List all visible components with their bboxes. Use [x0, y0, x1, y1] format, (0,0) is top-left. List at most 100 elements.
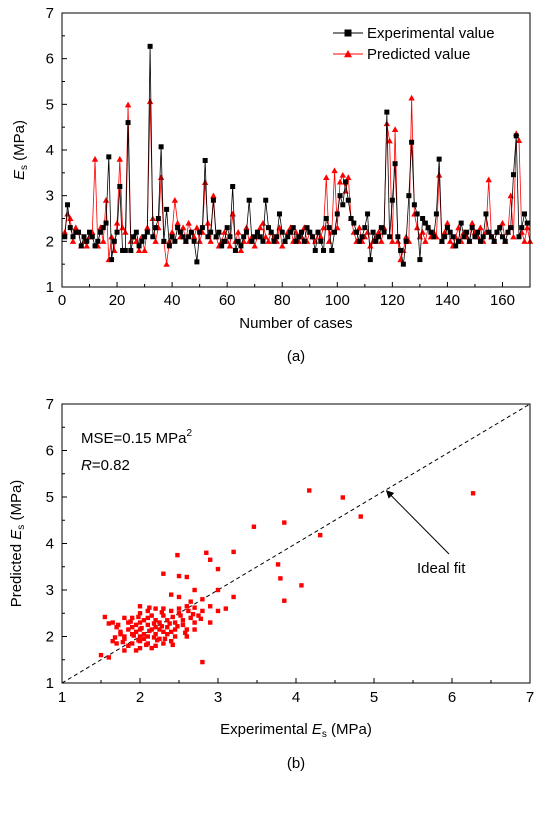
experimental-point [191, 238, 197, 244]
scatter-point [145, 615, 150, 621]
experimental-point [494, 229, 500, 235]
experimental-point [384, 109, 390, 115]
experimental-point [373, 238, 379, 244]
y-tick-label: 1 [46, 279, 54, 296]
experimental-point [279, 229, 285, 235]
predicted-point [265, 238, 272, 244]
predicted-point [108, 233, 115, 240]
y-tick-label: 1 [46, 675, 54, 692]
chart-a-y-axis-unit: (MPa) [11, 120, 28, 165]
experimental-point [144, 229, 150, 235]
predicted-point [394, 238, 402, 244]
experimental-point [488, 234, 494, 240]
predicted-point [133, 238, 140, 244]
x-tick-label: 7 [526, 689, 534, 706]
scatter-point [317, 532, 323, 538]
experimental-point [442, 234, 448, 240]
scatter-point [184, 627, 189, 632]
predicted-point [441, 229, 448, 235]
experimental-point [221, 238, 227, 244]
chart-b-x-axis-unit: (MPa) [327, 721, 372, 738]
scatter-point [169, 638, 174, 644]
scatter-point [153, 618, 158, 623]
experimental-point [155, 216, 161, 221]
experimental-point [420, 216, 426, 221]
experimental-point [282, 238, 288, 244]
predicted-point [152, 238, 159, 244]
scatter-point [178, 613, 183, 618]
experimental-point [343, 179, 349, 185]
x-tick-label: 4 [292, 689, 300, 706]
experimental-point [92, 243, 98, 249]
scatter-point [153, 625, 158, 630]
x-tick-label: 5 [370, 689, 378, 706]
experimental-point [169, 234, 175, 240]
experimental-point [271, 238, 277, 244]
predicted-point [190, 233, 198, 240]
predicted-point [378, 238, 385, 244]
scatter-point [175, 552, 180, 558]
predicted-point [196, 238, 203, 244]
scatter-point [122, 634, 127, 639]
experimental-point [502, 238, 508, 244]
predicted-point [111, 247, 118, 254]
experimental-point [106, 154, 112, 160]
experimental-point [387, 234, 393, 240]
predicted-point [397, 256, 404, 263]
experimental-point [268, 229, 274, 235]
experimental-point [241, 234, 247, 240]
scatter-point [184, 604, 189, 609]
predicted-point [100, 238, 107, 244]
experimental-point [513, 133, 519, 139]
scatter-point [159, 624, 165, 629]
experimental-point [304, 225, 310, 231]
scatter-point [172, 620, 178, 625]
y-tick-label: 6 [46, 51, 54, 68]
experimental-point [100, 225, 106, 231]
experimental-point [409, 139, 415, 145]
experimental-point [139, 238, 145, 244]
scatter-point [176, 594, 182, 600]
experimental-point [348, 216, 354, 221]
mse-text: MSE=0.15 MPa [81, 430, 187, 447]
experimental-point [252, 234, 258, 240]
predicted-point [515, 137, 523, 143]
experimental-point [166, 243, 172, 249]
scatter-point [98, 652, 104, 658]
predicted-point [174, 219, 181, 226]
scatter-point [161, 629, 166, 635]
experimental-point [274, 234, 280, 240]
experimental-point [400, 261, 406, 267]
scatter-point [184, 634, 189, 639]
scatter-point [470, 491, 476, 496]
scatter-point [133, 648, 139, 653]
scatter-point [115, 622, 121, 628]
scatter-point [120, 639, 126, 645]
scatter-point [172, 627, 178, 632]
experimental-point [334, 211, 340, 217]
experimental-point [403, 238, 409, 244]
y-tick-label: 3 [46, 582, 54, 599]
scatter-point [175, 624, 180, 629]
experimental-point [428, 229, 434, 235]
scatter-point [170, 614, 175, 620]
experimental-point [216, 229, 222, 235]
experimental-point [321, 247, 327, 253]
scatter-point [231, 549, 236, 555]
scatter-point [136, 638, 141, 643]
experimental-point [238, 243, 244, 249]
chart-a-y-axis-label: Es (MPa) [11, 120, 30, 180]
experimental-point [290, 225, 296, 231]
scatter-point [110, 620, 115, 625]
y-tick-label: 7 [46, 396, 54, 413]
scatter-point [133, 629, 139, 635]
chart-a: 0 20 40 60 80 100 120 140 160 1 2 3 4 5 6 7 Experimenta… [11, 5, 534, 365]
scatter-point [122, 648, 127, 653]
experimental-point [326, 225, 332, 231]
scatter-point [118, 629, 123, 635]
experimental-point [87, 229, 93, 235]
experimental-point [351, 220, 357, 226]
predicted-point [226, 242, 234, 249]
y-tick-label: 4 [46, 142, 54, 159]
experimental-point [263, 197, 269, 203]
